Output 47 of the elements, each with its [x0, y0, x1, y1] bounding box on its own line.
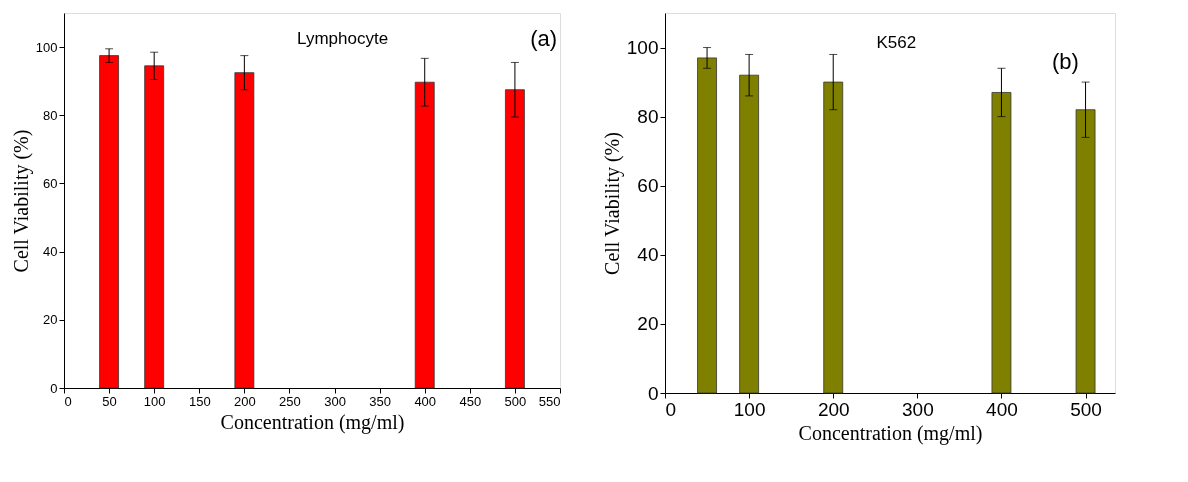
y-tick-label: 60 [43, 175, 58, 191]
annotation: Lymphocyte [297, 29, 389, 49]
y-tick-label: 40 [637, 244, 659, 266]
y-axis-title: Cell Viability (%) [600, 132, 624, 275]
x-tick-label: 100 [143, 393, 166, 409]
bar [414, 81, 435, 389]
x-tick-label: 450 [459, 393, 482, 409]
bar [991, 92, 1012, 394]
bar [1075, 109, 1096, 394]
y-axis-title: Cell Viability (%) [9, 129, 33, 273]
x-tick-label: 300 [901, 398, 934, 420]
bar [144, 65, 165, 389]
x-tick-label: 400 [986, 398, 1018, 420]
x-tick-label: 550 [538, 393, 561, 409]
y-tick-label: 0 [50, 380, 58, 396]
x-tick-label: 250 [279, 393, 301, 409]
y-tick-label: 20 [43, 312, 58, 328]
y-tick-label: 100 [35, 39, 58, 55]
bar [99, 55, 119, 389]
y-tick-label: 100 [626, 37, 659, 59]
x-tick-label: 300 [324, 393, 346, 409]
x-tick-label: 50 [102, 393, 117, 409]
x-tick-label: 200 [234, 393, 256, 409]
x-tick-label: 0 [665, 398, 677, 420]
x-tick-label: 500 [1070, 398, 1102, 420]
x-tick-label: 400 [414, 393, 437, 409]
y-tick-label: 80 [43, 107, 58, 123]
x-tick-label: 350 [369, 393, 391, 409]
bar [739, 74, 760, 394]
bar [823, 81, 844, 394]
bar [234, 72, 255, 389]
annotation: K562 [876, 33, 917, 53]
annotation: (b) [1052, 49, 1079, 75]
x-tick-label: 100 [733, 398, 766, 420]
y-tick-label: 40 [43, 244, 58, 260]
y-tick-label: 20 [637, 313, 659, 335]
x-axis-title: Concentration (mg/ml) [220, 410, 405, 434]
bar [697, 57, 717, 394]
x-tick-label: 500 [504, 393, 527, 409]
y-tick-label: 60 [637, 175, 659, 197]
annotation: (a) [530, 26, 558, 52]
x-tick-label: 0 [64, 393, 72, 409]
bar [505, 89, 525, 389]
y-tick-label: 80 [637, 106, 659, 128]
x-tick-label: 150 [188, 393, 211, 409]
x-axis-title: Concentration (mg/ml) [798, 421, 983, 445]
x-tick-label: 200 [817, 398, 850, 420]
